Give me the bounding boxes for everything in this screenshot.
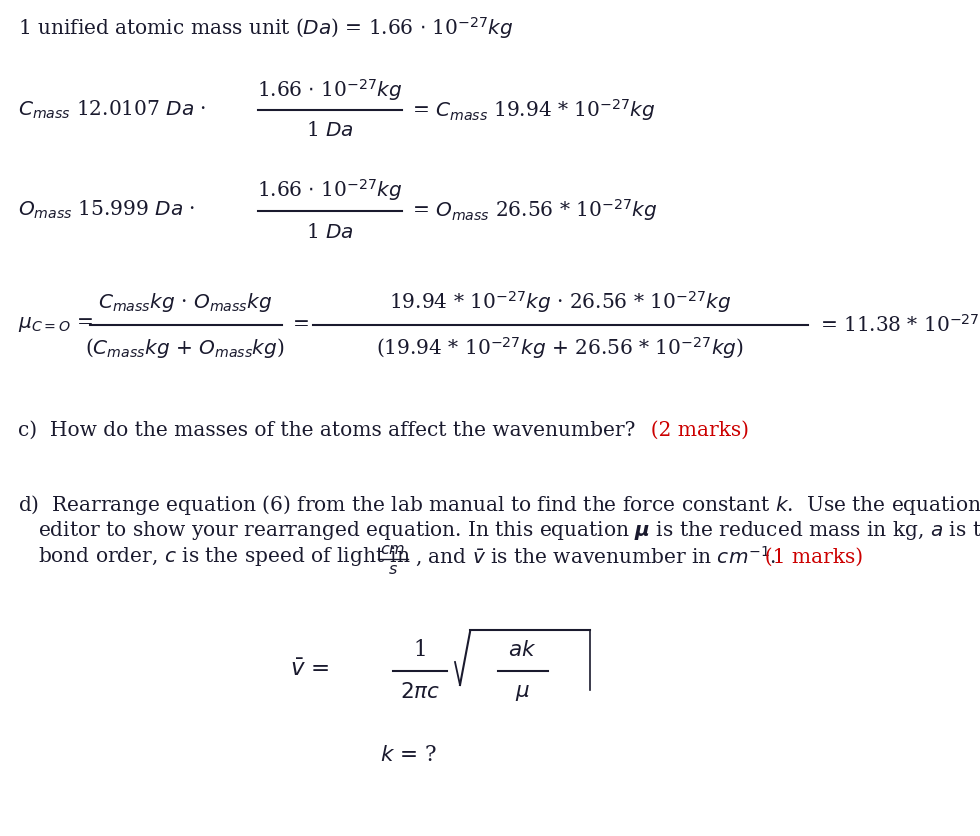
- Text: $\mathit{O}_{mass}$ 15.999 $\mathit{Da}$ ·: $\mathit{O}_{mass}$ 15.999 $\mathit{Da}$…: [18, 199, 195, 222]
- Text: 1 $\mathit{Da}$: 1 $\mathit{Da}$: [306, 222, 354, 242]
- Text: d)  Rearrange equation (6) from the lab manual to find the force constant $k$.  : d) Rearrange equation (6) from the lab m…: [18, 493, 980, 517]
- Text: (1 marks): (1 marks): [752, 548, 863, 567]
- Text: = $\mathit{C}_{mass}$ 19.94 * 10$^{-27}$$\mathit{kg}$: = $\mathit{C}_{mass}$ 19.94 * 10$^{-27}$…: [412, 97, 656, 123]
- Text: $\mathit{ak}$: $\mathit{ak}$: [508, 639, 536, 661]
- Text: =: =: [293, 315, 310, 334]
- Text: = 11.38 * 10$^{-27}$$\mathit{kg}$: = 11.38 * 10$^{-27}$$\mathit{kg}$: [820, 312, 980, 338]
- Text: c)  How do the masses of the atoms affect the wavenumber?: c) How do the masses of the atoms affect…: [18, 421, 635, 440]
- Text: editor to show your rearranged equation. In this equation $\boldsymbol{\mu}$ is : editor to show your rearranged equation.…: [38, 519, 980, 543]
- Text: 1.66 $\cdot$ 10$^{-27}$$\mathit{kg}$: 1.66 $\cdot$ 10$^{-27}$$\mathit{kg}$: [258, 177, 403, 203]
- Text: $\mu_{C=O}$ =: $\mu_{C=O}$ =: [18, 315, 93, 334]
- Text: (19.94 * 10$^{-27}$$\mathit{kg}$ + 26.56 * 10$^{-27}$$\mathit{kg}$): (19.94 * 10$^{-27}$$\mathit{kg}$ + 26.56…: [376, 335, 744, 361]
- Text: $cm$: $cm$: [380, 542, 406, 558]
- Text: $\mathit{C}_{mass}$$\mathit{kg}$ · $\mathit{O}_{mass}$$\mathit{kg}$: $\mathit{C}_{mass}$$\mathit{kg}$ · $\mat…: [98, 290, 272, 314]
- Text: 1 $\mathit{Da}$: 1 $\mathit{Da}$: [306, 120, 354, 140]
- Text: , and $\bar{v}$ is the wavenumber in $\mathit{cm}^{-1}$.: , and $\bar{v}$ is the wavenumber in $\m…: [415, 545, 776, 569]
- Text: $k$ = ?: $k$ = ?: [380, 744, 437, 766]
- Text: $2\pi c$: $2\pi c$: [400, 681, 440, 703]
- Text: $s$: $s$: [388, 560, 398, 578]
- Text: (2 marks): (2 marks): [638, 421, 749, 440]
- Text: $\mathit{C}_{mass}$ 12.0107 $\mathit{Da}$ ·: $\mathit{C}_{mass}$ 12.0107 $\mathit{Da}…: [18, 99, 207, 121]
- Text: 1.66 $\cdot$ 10$^{-27}$$\mathit{kg}$: 1.66 $\cdot$ 10$^{-27}$$\mathit{kg}$: [258, 77, 403, 103]
- Text: 1: 1: [414, 639, 427, 661]
- Text: 1 unified atomic mass unit ($\mathit{Da}$) = 1.66 $\cdot$ 10$^{-27}$$\mathit{kg}: 1 unified atomic mass unit ($\mathit{Da}…: [18, 15, 514, 41]
- Text: bond order, $\mathit{c}$ is the speed of light in: bond order, $\mathit{c}$ is the speed of…: [38, 546, 411, 568]
- Text: = $\mathit{O}_{mass}$ 26.56 * 10$^{-27}$$\mathit{kg}$: = $\mathit{O}_{mass}$ 26.56 * 10$^{-27}$…: [412, 197, 658, 223]
- Text: $\mu$: $\mu$: [514, 681, 529, 703]
- Text: ($\mathit{C}_{mass}$$\mathit{kg}$ + $\mathit{O}_{mass}$$\mathit{kg}$): ($\mathit{C}_{mass}$$\mathit{kg}$ + $\ma…: [85, 336, 285, 360]
- Text: $\bar{v}$ =: $\bar{v}$ =: [290, 659, 329, 681]
- Text: 19.94 * 10$^{-27}$$\mathit{kg}$ · 26.56 * 10$^{-27}$$\mathit{kg}$: 19.94 * 10$^{-27}$$\mathit{kg}$ · 26.56 …: [389, 289, 731, 315]
